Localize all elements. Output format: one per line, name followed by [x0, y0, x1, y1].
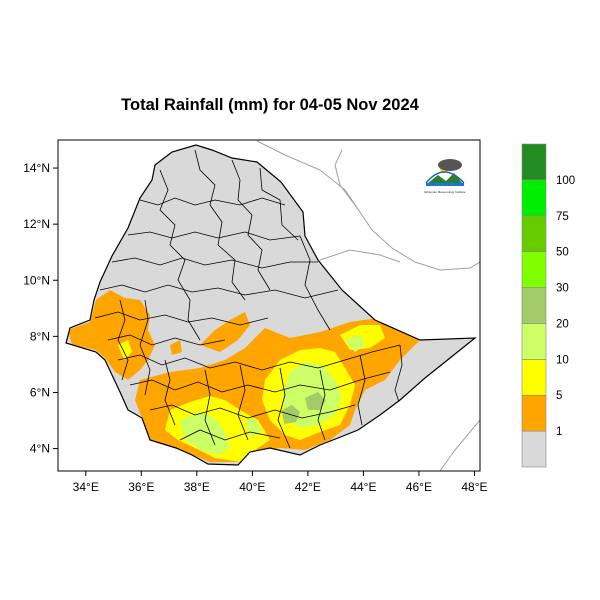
map-title: Total Rainfall (mm) for 04-05 Nov 2024 [121, 96, 419, 114]
country-outline [65, 144, 477, 466]
legend-label: 50 [556, 247, 569, 259]
legend-swatch [521, 251, 547, 288]
y-tick-label: 14°N [23, 161, 50, 175]
plot-frame [57, 139, 481, 472]
meteorology-agency-logo: Ethiopian Meteorology Institute [424, 159, 466, 194]
legend-label: 75 [556, 211, 569, 223]
x-tick-label: 34°E [73, 480, 99, 494]
legend-label: 10 [556, 354, 569, 366]
y-tick-label: 10°N [23, 273, 50, 287]
x-tick-label: 40°E [239, 480, 265, 494]
x-axis: 34°E 36°E 38°E 40°E 42°E 44°E 46°E 48°E [73, 471, 488, 494]
legend-swatch [521, 179, 547, 217]
legend-label: 30 [556, 283, 569, 295]
x-tick-label: 42°E [295, 480, 321, 494]
neighbour-boundaries [256, 140, 480, 471]
legend-swatch [521, 287, 547, 324]
legend-label: 20 [556, 318, 569, 330]
y-tick-label: 6°N [30, 385, 50, 399]
y-axis: 4°N 6°N 8°N 10°N 12°N 14°N [23, 161, 58, 456]
x-tick-label: 46°E [406, 480, 432, 494]
legend: 1 5 10 20 30 50 75 100 [521, 143, 575, 468]
legend-swatch [521, 215, 547, 252]
x-tick-label: 38°E [184, 480, 210, 494]
legend-swatch [521, 359, 547, 396]
legend-label: 100 [556, 175, 575, 187]
legend-swatch [521, 394, 547, 432]
y-tick-label: 12°N [23, 217, 50, 231]
y-tick-label: 4°N [30, 442, 50, 456]
x-tick-label: 44°E [350, 480, 376, 494]
y-tick-label: 8°N [30, 329, 50, 343]
admin-boundaries [94, 149, 403, 449]
logo-text: Ethiopian Meteorology Institute [424, 190, 466, 194]
legend-label: 5 [556, 390, 562, 402]
legend-label: 1 [556, 426, 562, 438]
legend-swatch [521, 430, 547, 468]
x-tick-label: 36°E [128, 480, 154, 494]
rainfall-shading [68, 290, 420, 462]
legend-swatch [521, 143, 547, 181]
x-tick-label: 48°E [461, 480, 487, 494]
legend-swatch [521, 323, 547, 360]
